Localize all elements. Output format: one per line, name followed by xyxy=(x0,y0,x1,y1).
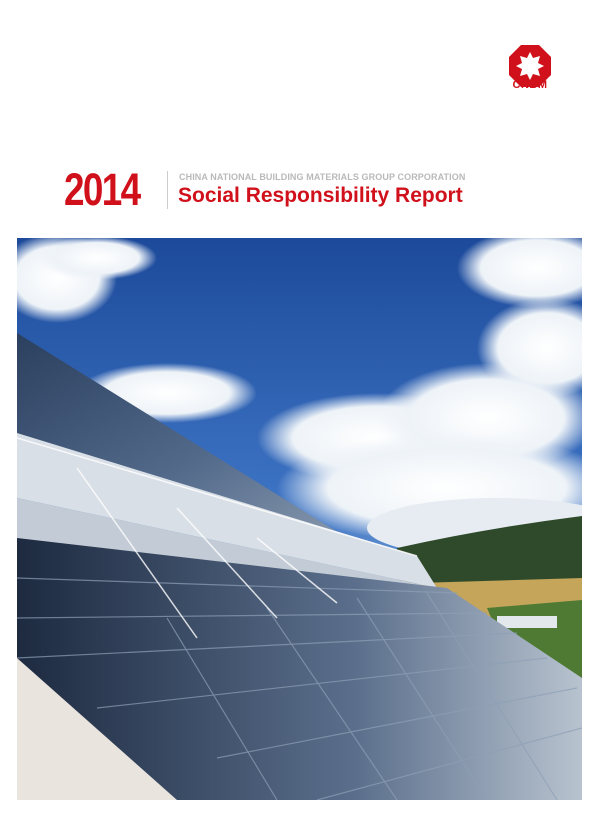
title-divider xyxy=(167,171,168,209)
report-year: 2014 xyxy=(64,164,141,215)
organization-name: CHINA NATIONAL BUILDING MATERIALS GROUP … xyxy=(179,172,466,182)
solar-roof xyxy=(17,333,582,800)
logo-text: CNBM xyxy=(512,79,548,91)
cover-photo xyxy=(17,238,582,800)
clouds xyxy=(17,238,582,558)
cnbm-logo-icon xyxy=(509,45,551,87)
report-title: Social Responsibility Report xyxy=(178,184,463,207)
